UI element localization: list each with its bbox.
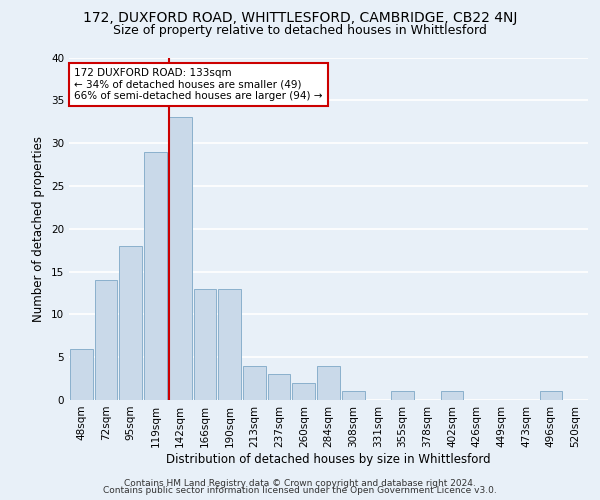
Bar: [268, 374, 290, 400]
Bar: [144, 152, 167, 400]
Text: Contains public sector information licensed under the Open Government Licence v3: Contains public sector information licen…: [103, 486, 497, 495]
Bar: [292, 383, 315, 400]
Y-axis label: Number of detached properties: Number of detached properties: [32, 136, 46, 322]
Text: 172 DUXFORD ROAD: 133sqm
← 34% of detached houses are smaller (49)
66% of semi-d: 172 DUXFORD ROAD: 133sqm ← 34% of detach…: [74, 68, 323, 101]
Bar: [95, 280, 118, 400]
Bar: [317, 366, 340, 400]
Text: 172, DUXFORD ROAD, WHITTLESFORD, CAMBRIDGE, CB22 4NJ: 172, DUXFORD ROAD, WHITTLESFORD, CAMBRID…: [83, 11, 517, 25]
Bar: [119, 246, 142, 400]
Bar: [194, 288, 216, 400]
Bar: [342, 392, 365, 400]
Bar: [218, 288, 241, 400]
Text: Contains HM Land Registry data © Crown copyright and database right 2024.: Contains HM Land Registry data © Crown c…: [124, 478, 476, 488]
Text: Size of property relative to detached houses in Whittlesford: Size of property relative to detached ho…: [113, 24, 487, 37]
Bar: [243, 366, 266, 400]
Bar: [539, 392, 562, 400]
Bar: [441, 392, 463, 400]
Bar: [391, 392, 414, 400]
X-axis label: Distribution of detached houses by size in Whittlesford: Distribution of detached houses by size …: [166, 452, 491, 466]
Bar: [169, 118, 191, 400]
Bar: [70, 348, 93, 400]
